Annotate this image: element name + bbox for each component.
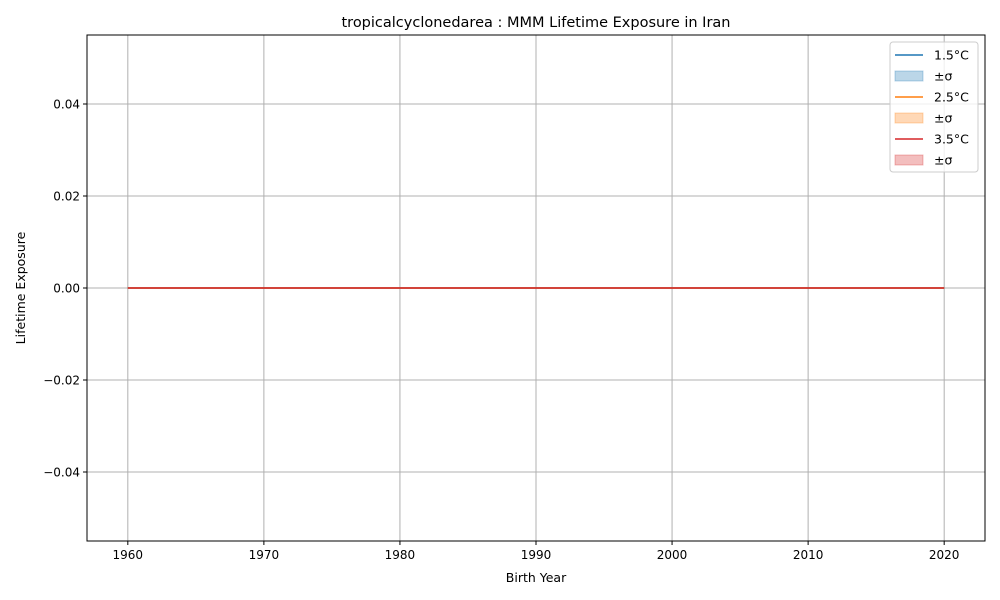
legend-band-label: ±σ — [934, 153, 952, 168]
x-axis-label: Birth Year — [506, 570, 567, 585]
legend-band-swatch — [894, 154, 924, 166]
y-tick-label: 0.00 — [53, 282, 80, 296]
y-tick-label: 0.04 — [53, 98, 80, 112]
y-tick-label: −0.02 — [43, 374, 80, 388]
x-tick-label: 1980 — [385, 548, 416, 562]
x-tick-label: 1970 — [249, 548, 280, 562]
legend-band-swatch — [894, 70, 924, 82]
x-tick-label: 2010 — [793, 548, 824, 562]
chart-title: tropicalcyclonedarea : MMM Lifetime Expo… — [341, 15, 730, 31]
legend: 1.5°C ±σ 2.5°C ±σ 3.5°C ±σ — [889, 41, 979, 173]
x-tick-label: 2020 — [929, 548, 960, 562]
legend-label: 3.5°C — [934, 132, 969, 147]
x-axis-ticks: 1960 1970 1980 1990 2000 2010 2020 — [113, 541, 960, 562]
x-tick-label: 1990 — [521, 548, 552, 562]
legend-label: 1.5°C — [934, 48, 969, 63]
y-axis-ticks: −0.04 −0.02 0.00 0.02 0.04 — [43, 98, 87, 480]
x-tick-label: 2000 — [657, 548, 688, 562]
legend-band-swatch — [894, 112, 924, 124]
legend-band-label: ±σ — [934, 69, 952, 84]
legend-band-label: ±σ — [934, 111, 952, 126]
y-tick-label: −0.04 — [43, 466, 80, 480]
y-tick-label: 0.02 — [53, 190, 80, 204]
y-axis-label: Lifetime Exposure — [13, 231, 28, 344]
legend-label: 2.5°C — [934, 90, 969, 105]
x-tick-label: 1960 — [113, 548, 144, 562]
